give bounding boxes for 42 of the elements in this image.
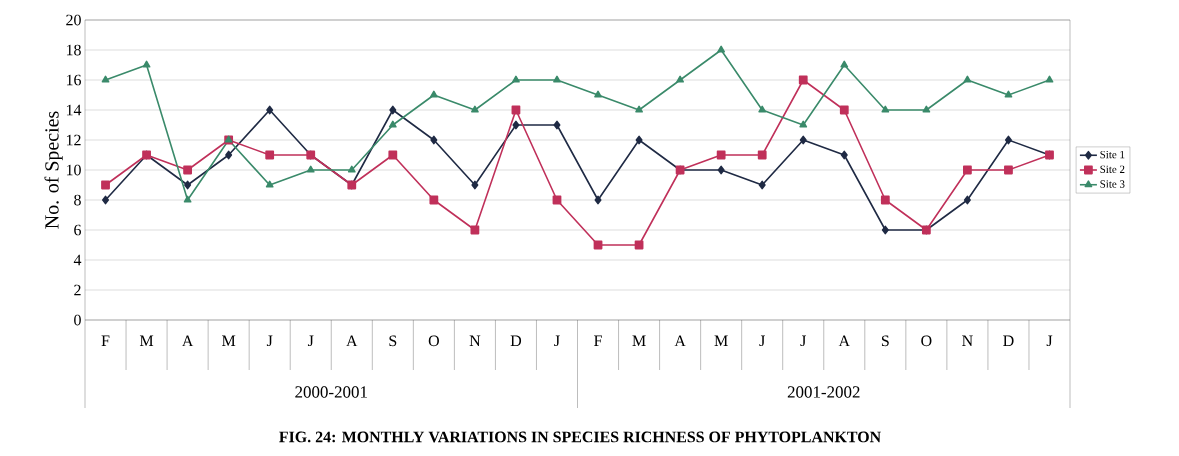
legend-label: Site 3: [1100, 180, 1125, 188]
x-tick-label: F: [101, 335, 110, 346]
y-tick-label: 2: [74, 284, 81, 296]
x-tick-label: M: [632, 335, 646, 346]
y-tick-label: 16: [66, 74, 82, 86]
y-tick-label: 6: [74, 224, 82, 236]
y-axis-title: No. of Species: [44, 111, 63, 229]
x-tick-label: N: [469, 335, 481, 346]
x-tick-label: A: [674, 335, 686, 347]
x-tick-label: D: [1003, 335, 1014, 346]
y-tick-label: 12: [66, 134, 81, 146]
x-tick-label: S: [389, 335, 397, 347]
text: FIG. 24: MONTHLY VARIATIONS IN SPECIES RICHNESS OF PHYTOPLANKTON: [279, 431, 881, 443]
x-tick-label: A: [182, 335, 194, 347]
text: 2001-2002: [787, 386, 860, 398]
y-tick-label: 18: [66, 44, 81, 56]
x-tick-label: M: [139, 335, 154, 346]
x-tick-label: O: [921, 335, 932, 347]
legend-label: Site 2: [1100, 165, 1125, 173]
y-tick-label: 0: [74, 314, 81, 326]
x-tick-label: J: [266, 335, 273, 347]
y-tick-label: 8: [74, 194, 81, 206]
x-tick-label: J: [554, 335, 560, 347]
x-tick-label: J: [307, 335, 314, 347]
x-tick-label: A: [838, 335, 850, 347]
x-tick-label: A: [346, 335, 358, 347]
y-tick-label: 20: [66, 14, 81, 26]
text: 2000-2001: [295, 386, 367, 398]
x-tick-label: M: [714, 335, 728, 346]
legend-label: Site 1: [1100, 150, 1125, 159]
y-tick-label: 14: [66, 104, 82, 116]
x-tick-label: F: [594, 335, 602, 346]
x-tick-label: O: [428, 335, 439, 347]
x-tick-label: D: [510, 335, 522, 346]
x-tick-label: J: [1046, 335, 1053, 347]
x-tick-label: J: [759, 335, 765, 347]
x-tick-label: J: [800, 335, 807, 347]
x-tick-label: N: [962, 335, 973, 346]
y-tick-label: 10: [66, 164, 81, 176]
x-tick-label: S: [881, 335, 889, 347]
x-tick-label: M: [222, 335, 236, 346]
y-tick-label: 4: [73, 254, 82, 266]
